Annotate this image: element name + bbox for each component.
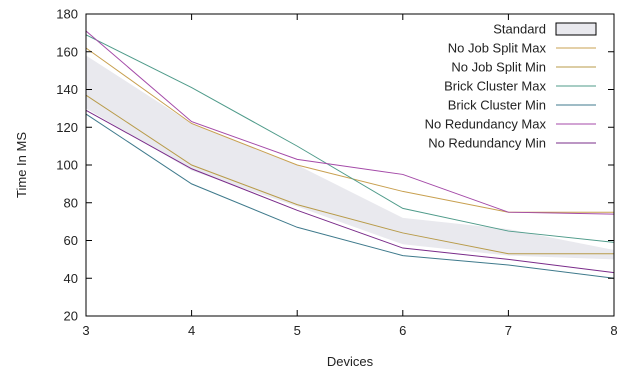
y-tick-label: 120 [56, 120, 78, 135]
legend-swatch-standard [555, 22, 597, 36]
x-tick-label: 8 [610, 323, 617, 338]
legend-label-no-redundancy-min: No Redundancy Min [428, 136, 546, 151]
x-tick-label: 4 [188, 323, 195, 338]
y-tick-label: 100 [56, 158, 78, 173]
x-tick-label: 3 [82, 323, 89, 338]
y-tick-label: 60 [64, 233, 78, 248]
legend-label-brick-cluster-min: Brick Cluster Min [448, 98, 546, 113]
series-line-no-redundancy-max [85, 30, 615, 215]
y-tick-label: 140 [56, 82, 78, 97]
y-tick-label: 180 [56, 7, 78, 22]
series-line-no-redundancy-min [85, 109, 615, 274]
series-lines-layer [85, 30, 615, 279]
x-tick-label: 5 [294, 323, 301, 338]
y-tick-label: 20 [64, 309, 78, 324]
axis-ticks: 20 40 60 80 100 120 140 160 180 3 4 5 6 7 8 [56, 7, 617, 339]
legend-label-no-job-split-max: No Job Split Max [448, 41, 547, 56]
y-tick-label: 80 [64, 195, 78, 210]
x-axis-label: Devices [327, 354, 374, 369]
series-line-brick-cluster-min [85, 113, 615, 279]
x-tick-label: 6 [399, 323, 406, 338]
y-tick-label: 40 [64, 271, 78, 286]
legend-label-standard: Standard [493, 22, 546, 37]
y-axis-label: Time In MS [14, 132, 29, 198]
series-line-brick-cluster-max [85, 34, 615, 243]
legend-label-brick-cluster-max: Brick Cluster Max [444, 79, 546, 94]
y-tick-label: 160 [56, 44, 78, 59]
series-line-no-job-split-min [85, 94, 614, 255]
legend-label-no-redundancy-max: No Redundancy Max [425, 117, 547, 132]
legend: Standard No Job Split Max No Job Split Min… [425, 22, 597, 151]
legend-label-no-job-split-min: No Job Split Min [451, 60, 546, 75]
x-tick-label: 7 [505, 323, 512, 338]
